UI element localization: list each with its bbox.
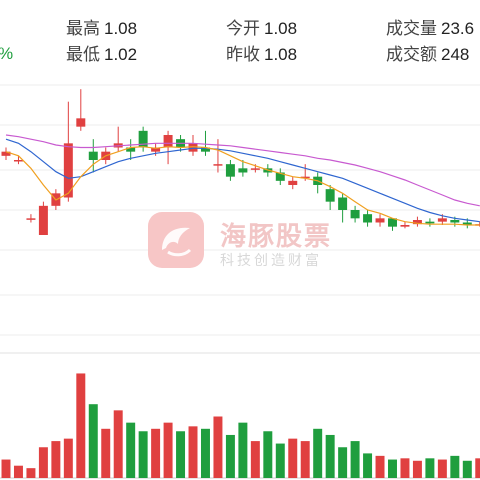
candle-body-13 [163, 135, 173, 148]
candle-body-34 [425, 221, 435, 224]
candle-body-17 [213, 164, 223, 166]
open-price: 今开 1.08 [226, 19, 298, 38]
volume-bar-8 [101, 428, 111, 478]
volume-bar-9 [113, 410, 123, 478]
candle-body-37 [462, 222, 472, 225]
volume-bar-14 [176, 431, 186, 478]
volume-bar-31 [388, 459, 397, 478]
candle-body-36 [450, 220, 460, 223]
volume-bar-12 [151, 428, 161, 478]
volume-bar-32 [400, 458, 410, 478]
candle-body-0 [1, 151, 11, 156]
candle-body-6 [76, 118, 86, 127]
volume-bar-21 [263, 431, 273, 478]
candle-body-16 [200, 147, 210, 152]
candle-body-7 [88, 151, 98, 160]
volume-bar-7 [88, 404, 98, 478]
watermark: 海豚股票 科技创造财富 [148, 212, 338, 272]
volume-stat: 成交量 23.6 [386, 19, 475, 38]
volume-bar-37 [462, 460, 472, 478]
volume-bar-34 [425, 458, 435, 478]
volume-bar-18 [225, 434, 235, 478]
watermark-title: 海豚股票 [220, 221, 333, 251]
volume-bar-1 [13, 465, 23, 478]
watermark-subtitle: 科技创造财富 [220, 252, 322, 268]
candle-body-1 [13, 160, 23, 162]
volume-bar-23 [288, 438, 298, 478]
candle-body-12 [151, 147, 161, 152]
volume-bar-25 [313, 428, 323, 478]
candle-body-24 [300, 176, 310, 179]
ma-long-line [5, 134, 480, 207]
volume-bar-2 [26, 468, 36, 478]
volume-bar-4 [51, 441, 61, 478]
candle-body-5 [63, 143, 73, 198]
turnover-stat: 成交额 248 [386, 45, 470, 64]
candle-body-33 [412, 220, 422, 225]
high-price: 最高 1.08 [66, 19, 138, 38]
candle-body-35 [437, 218, 447, 222]
volume-bar-28 [350, 441, 360, 478]
candle-body-20 [250, 168, 260, 170]
volume-bar-26 [325, 434, 335, 478]
low-price: 最低 1.02 [66, 45, 138, 64]
volume-bar-24 [300, 441, 310, 478]
volume-bar-10 [126, 422, 136, 478]
candle-body-10 [126, 147, 136, 152]
volume-bar-0 [1, 459, 11, 478]
candle-body-18 [225, 164, 235, 177]
candle-body-22 [275, 172, 285, 181]
volume-bar-20 [250, 441, 260, 478]
prev-close-price: 昨收 1.08 [226, 45, 298, 64]
volume-bar-11 [138, 431, 148, 478]
candle-body-27 [338, 197, 348, 210]
candle-body-2 [26, 218, 36, 220]
volume-bar-36 [450, 455, 460, 478]
candle-body-28 [350, 210, 360, 219]
volume-bar-13 [163, 422, 173, 478]
volume-bar-38 [475, 458, 480, 478]
ma-mid-line [5, 138, 480, 223]
volume-bar-5 [63, 438, 73, 478]
candle-body-3 [38, 205, 48, 235]
volume-bar-29 [363, 453, 373, 478]
volume-bar-27 [338, 447, 348, 478]
candle-body-15 [188, 143, 198, 152]
candle-body-31 [388, 218, 397, 227]
volume-bar-16 [200, 428, 210, 478]
change-percent: % [0, 44, 13, 64]
volume-bar-15 [188, 426, 198, 478]
volume-bar-3 [38, 447, 48, 478]
candle-body-32 [400, 225, 410, 227]
volume-bar-35 [437, 459, 447, 478]
candle-body-19 [238, 168, 248, 173]
volume-bar-33 [412, 460, 422, 478]
volume-bar-17 [213, 416, 223, 478]
candle-body-30 [375, 218, 385, 223]
ma-short-line [5, 146, 480, 226]
volume-bar-19 [238, 422, 248, 478]
candle-body-11 [138, 130, 148, 148]
volume-bar-22 [275, 443, 285, 478]
dolphin-logo-icon [148, 212, 204, 268]
candle-body-23 [288, 180, 298, 185]
candle-body-29 [363, 214, 373, 223]
candle-body-26 [325, 189, 335, 202]
volume-bar-30 [375, 455, 385, 478]
volume-bar-6 [76, 373, 86, 478]
